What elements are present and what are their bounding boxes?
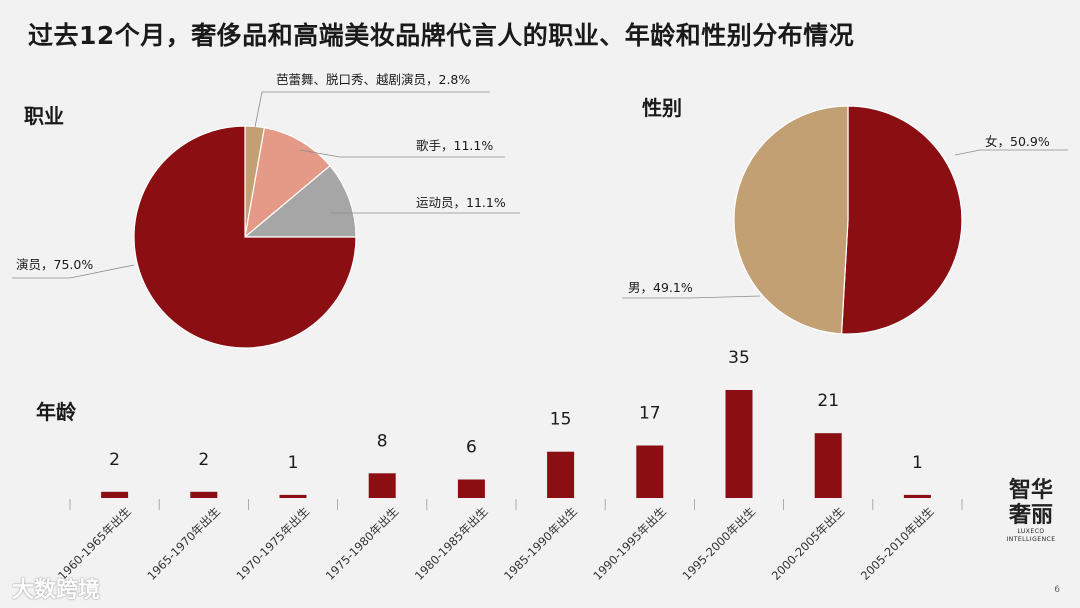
age-heading: 年龄 bbox=[36, 400, 76, 424]
occupation-slice-label: 歌手，11.1% bbox=[416, 138, 493, 153]
gender-leader-line bbox=[622, 295, 761, 299]
occupation-slice-label: 演员，75.0% bbox=[16, 257, 93, 272]
logo-line1: 智华 bbox=[1008, 477, 1053, 503]
age-category-label: 1985-1990年出生 bbox=[501, 504, 580, 583]
gender-pie-slice bbox=[840, 105, 963, 335]
occupation-pie-slice bbox=[243, 164, 357, 238]
age-bar-value: 6 bbox=[466, 438, 477, 458]
occupation-pie-slice bbox=[244, 127, 331, 239]
occupation-slice-label: 运动员，11.1% bbox=[416, 195, 506, 210]
age-bar-value: 2 bbox=[109, 450, 120, 470]
occupation-pie-slice bbox=[133, 125, 357, 349]
age-bar bbox=[279, 494, 307, 498]
age-bar-value: 8 bbox=[377, 431, 388, 451]
age-bar bbox=[101, 491, 129, 498]
gender-heading: 性别 bbox=[642, 96, 682, 120]
logo-line4: INTELLIGENCE bbox=[1006, 536, 1056, 543]
age-bar bbox=[636, 445, 664, 498]
gender-slice-label: 女，50.9% bbox=[985, 134, 1050, 149]
age-bar bbox=[814, 433, 842, 498]
occupation-leader-line bbox=[254, 91, 490, 128]
age-bar bbox=[368, 473, 396, 498]
age-category-label: 1965-1970年出生 bbox=[144, 504, 223, 583]
gender-slice-label: 男，49.1% bbox=[628, 280, 693, 295]
age-category-label: 1980-1985年出生 bbox=[412, 504, 491, 583]
page-number: 6 bbox=[1054, 585, 1060, 595]
age-bar bbox=[547, 451, 575, 498]
age-category-label: 1990-1995年出生 bbox=[590, 504, 669, 583]
age-bar-value: 17 bbox=[639, 404, 661, 424]
occupation-slice-label: 芭蕾舞、脱口秀、越剧演员，2.8% bbox=[276, 72, 470, 87]
age-bar bbox=[190, 491, 218, 498]
page-title: 过去12个月，奢侈品和高端美妆品牌代言人的职业、年龄和性别分布情况 bbox=[28, 21, 855, 50]
gender-leader-line bbox=[954, 149, 1068, 156]
age-bar-value: 21 bbox=[817, 391, 839, 411]
occupation-leader-line bbox=[12, 264, 135, 279]
age-bar-value: 1 bbox=[912, 453, 923, 473]
logo-line3: LUXECO bbox=[1017, 528, 1045, 535]
age-category-label: 1995-2000年出生 bbox=[679, 504, 758, 583]
occupation-leader-line bbox=[299, 149, 505, 158]
age-bar bbox=[903, 494, 931, 498]
age-bar-value: 35 bbox=[728, 348, 750, 368]
luxeco-logo: 智华 奢丽 LUXECO INTELLIGENCE bbox=[1000, 478, 1062, 544]
age-bar-value: 15 bbox=[550, 410, 572, 430]
age-category-label: 2005-2010年出生 bbox=[858, 504, 937, 583]
age-bar bbox=[725, 390, 753, 498]
age-category-label: 2000-2005年出生 bbox=[769, 504, 848, 583]
age-category-label: 1975-1980年出生 bbox=[323, 504, 402, 583]
age-bar-value: 2 bbox=[198, 450, 209, 470]
occupation-heading: 职业 bbox=[24, 104, 64, 128]
age-category-label: 1970-1975年出生 bbox=[233, 504, 312, 583]
watermark: 大数跨境 bbox=[12, 578, 101, 603]
gender-pie-slice bbox=[733, 105, 849, 335]
logo-line2: 奢丽 bbox=[1008, 502, 1053, 528]
age-bar-value: 1 bbox=[288, 453, 299, 473]
age-bar bbox=[457, 479, 485, 498]
